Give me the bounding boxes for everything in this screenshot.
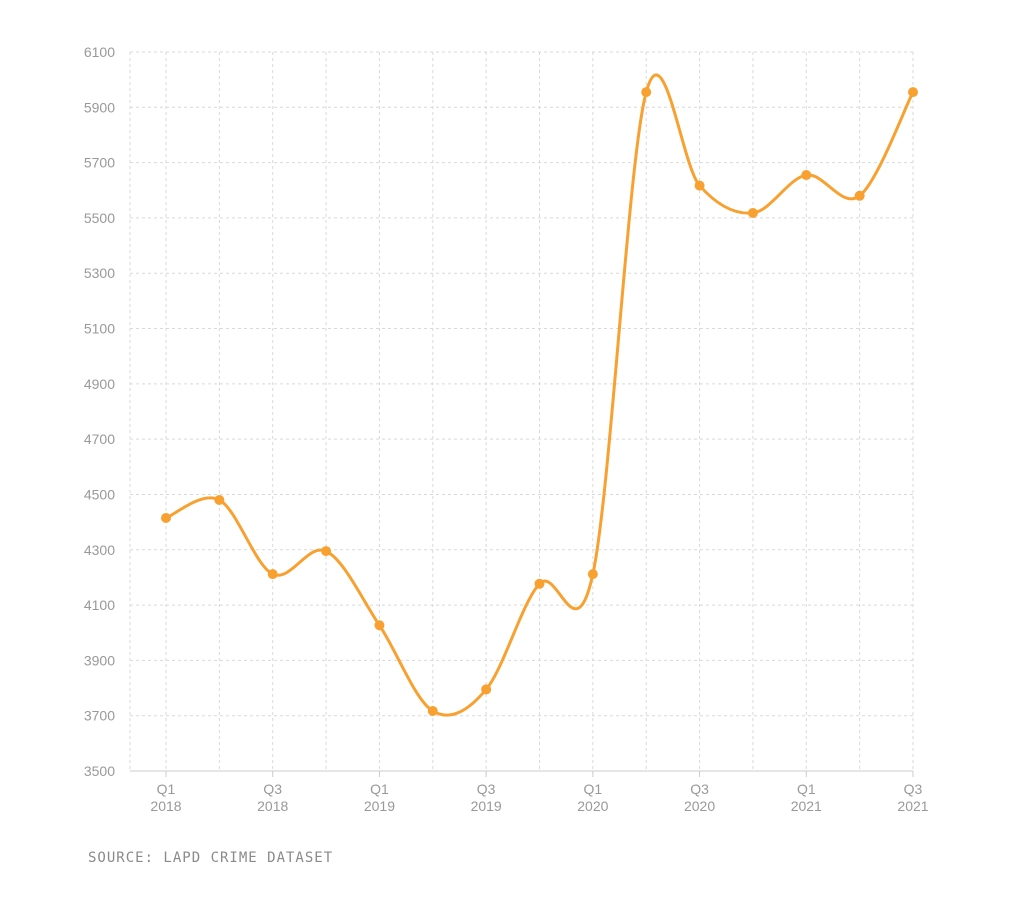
data-point [161, 512, 171, 523]
y-tick-label: 5500 [84, 210, 115, 226]
series-line [164, 73, 915, 717]
data-point [427, 705, 438, 716]
y-tick-label: 4500 [84, 486, 115, 502]
data-point [321, 546, 332, 557]
data-point [801, 170, 812, 181]
data-point [694, 180, 705, 191]
source-note: SOURCE: LAPD CRIME DATASET [88, 850, 334, 866]
data-point [267, 569, 278, 580]
data-point [587, 569, 598, 580]
y-tick-label: 3500 [84, 763, 115, 779]
data-point [374, 620, 385, 631]
y-tick-label: 4900 [84, 376, 115, 392]
x-tick-label: Q3 [263, 781, 282, 797]
x-tick-label: Q3 [904, 781, 923, 797]
series-line-layer [164, 73, 915, 717]
data-point [854, 190, 865, 201]
y-tick-label: 5700 [84, 155, 115, 171]
y-tick-label: 4700 [84, 431, 115, 447]
data-point [747, 207, 758, 218]
x-tick-label: 2021 [897, 798, 928, 814]
data-point [214, 494, 225, 505]
y-tick-label: 4100 [84, 597, 115, 613]
x-tick-label: Q1 [584, 781, 603, 797]
x-tick-label: 2021 [791, 798, 822, 814]
data-point [641, 87, 652, 98]
x-tick-label: Q1 [370, 781, 389, 797]
y-tick-label: 4300 [84, 542, 115, 558]
x-tick-label: 2019 [471, 798, 502, 814]
data-points [161, 87, 918, 716]
grid [129, 51, 914, 771]
x-tick-label: 2018 [257, 798, 288, 814]
y-tick-label: 3900 [84, 652, 115, 668]
data-point [481, 684, 492, 695]
y-tick-label: 5100 [84, 321, 115, 337]
y-tick-label: 3700 [84, 708, 115, 724]
x-tick-label: 2020 [684, 798, 715, 814]
x-tick-label: Q1 [157, 781, 176, 797]
y-tick-label: 5300 [84, 265, 115, 281]
y-tick-label: 6100 [84, 44, 115, 60]
x-tick-label: 2020 [577, 798, 608, 814]
x-tick-label: 2019 [364, 798, 395, 814]
x-tick-label: Q3 [477, 781, 496, 797]
y-tick-label: 5900 [84, 99, 115, 115]
x-tick-label: 2018 [150, 798, 181, 814]
data-point [908, 87, 918, 98]
x-tick-label: Q1 [797, 781, 816, 797]
axes: 3500 3700 3900 4100 4300 4500 4700 4900 5100 5300… [84, 44, 929, 814]
x-tick-label: Q3 [690, 781, 709, 797]
data-point [534, 578, 545, 589]
